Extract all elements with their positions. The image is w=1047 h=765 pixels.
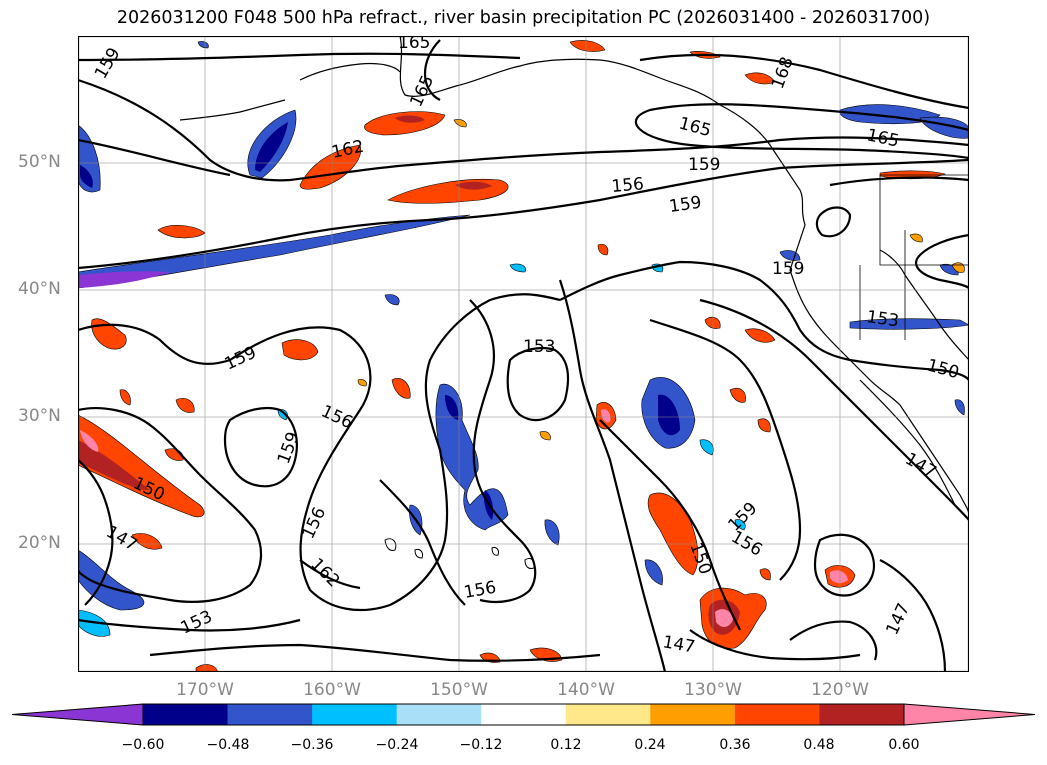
map-title: 2026031200 F048 500 hPa refract., river … (116, 8, 931, 28)
contour-label: 159 (668, 193, 703, 217)
lat-label-50n: 50°N (18, 152, 61, 172)
lon-label-170w: 170°W (176, 680, 234, 700)
colorbar (11, 703, 1036, 726)
lat-label-30n: 30°N (18, 406, 61, 426)
state-borders (859, 174, 969, 340)
colorbar-cell (396, 704, 482, 725)
colorbar-cell (819, 704, 905, 725)
lon-label-160w: 160°W (303, 680, 361, 700)
contour-label: 153 (865, 307, 900, 331)
map-panel: 159 165 165 162 165 168 165 159 156 159 … (78, 36, 969, 672)
colorbar-tick: −0.12 (459, 737, 503, 753)
lon-label-130w: 130°W (684, 680, 742, 700)
colorbar-tick: 0.60 (888, 737, 920, 753)
lon-label-120w: 120°W (811, 680, 869, 700)
colorbar-tick: −0.24 (375, 737, 419, 753)
colorbar-cell (734, 704, 820, 725)
colorbar-tick: 0.36 (719, 737, 751, 753)
colorbar-cell (227, 704, 313, 725)
contour-label: 153 (523, 337, 555, 357)
colorbar-extend-low (12, 704, 143, 725)
colorbar-cell (143, 704, 229, 725)
map-frame (78, 36, 969, 672)
lon-label-140w: 140°W (557, 680, 615, 700)
lat-label-20n: 20°N (18, 533, 61, 553)
colorbar-tick: 0.48 (803, 737, 835, 753)
colorbar-tick: −0.36 (290, 737, 334, 753)
colorbar-cell (312, 704, 398, 725)
contour-label: 159 (772, 259, 804, 279)
lat-label-40n: 40°N (18, 279, 61, 299)
contour-label: 156 (611, 174, 645, 197)
refractivity-contours (78, 39, 969, 672)
colorbar-tick: −0.48 (206, 737, 250, 753)
contour-label: 159 (688, 155, 720, 175)
negative-precip-areas (78, 41, 969, 637)
colorbar-cell (565, 704, 651, 725)
coastlines (179, 36, 969, 516)
colorbar-cell (481, 704, 567, 725)
contour-label: 165 (398, 36, 430, 53)
colorbar-tick: 0.12 (550, 737, 582, 753)
colorbar-tick: −0.60 (121, 737, 165, 753)
colorbar-cell (650, 704, 736, 725)
lon-label-150w: 150°W (430, 680, 488, 700)
colorbar-tick: 0.24 (634, 737, 666, 753)
colorbar-extend-high (904, 704, 1035, 725)
